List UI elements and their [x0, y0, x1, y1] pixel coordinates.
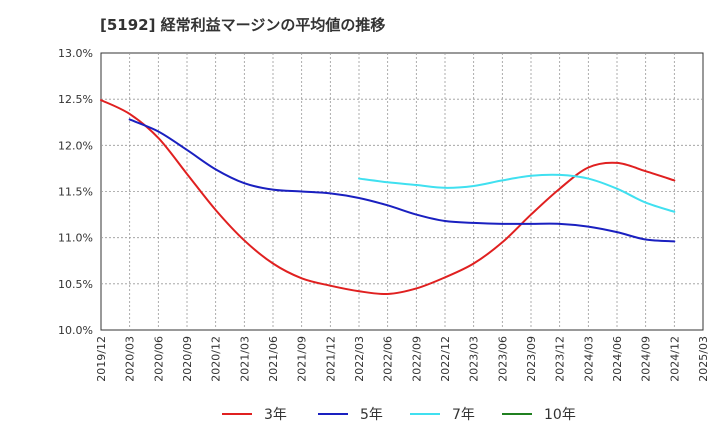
x-tick-label: 2024/06	[611, 336, 624, 382]
x-tick-label: 2020/12	[210, 336, 223, 382]
x-tick-label: 2022/09	[410, 336, 423, 382]
y-tick-label: 10.0%	[58, 324, 93, 337]
legend: 3年 5年 7年 10年	[222, 407, 576, 423]
series-layer	[100, 99, 676, 296]
grid-layer	[100, 52, 704, 331]
y-tick-label: 12.0%	[58, 139, 93, 152]
x-tick-label: 2022/12	[439, 336, 452, 382]
y-tick-label: 11.5%	[58, 186, 93, 199]
x-tick-label: 2021/06	[267, 336, 280, 382]
y-tick-label: 13.0%	[58, 47, 93, 60]
legend-label-1: 3年	[264, 407, 287, 423]
y-tick-label: 12.5%	[58, 93, 93, 106]
x-tick-label: 2023/09	[525, 336, 538, 382]
series-line-3	[358, 173, 676, 213]
x-tick-label: 2021/03	[238, 336, 251, 382]
x-tick-label: 2020/03	[124, 336, 137, 382]
x-tick-label: 2022/06	[382, 336, 395, 382]
x-tick-label: 2019/12	[95, 336, 108, 382]
legend-label-4: 10年	[544, 407, 576, 423]
x-tick-label: 2023/06	[496, 336, 509, 382]
y-tick-label: 10.5%	[58, 278, 93, 291]
x-tick-label: 2021/09	[296, 336, 309, 382]
legend-label-3: 7年	[452, 407, 475, 423]
chart-title: [5192] 経常利益マージンの平均値の推移	[100, 16, 386, 34]
x-tick-label: 2025/03	[697, 336, 710, 382]
x-tick-label: 2024/12	[668, 336, 681, 382]
x-tick-label: 2020/09	[181, 336, 194, 382]
x-tick-label: 2024/09	[640, 336, 653, 382]
y-tick-label: 11.0%	[58, 232, 93, 245]
axis-layer: 10.0% 10.5% 11.0% 11.5% 12.0% 12.5% 13.0% 2019/…	[58, 47, 710, 382]
x-tick-label: 2023/12	[554, 336, 567, 382]
series-line-2	[128, 118, 676, 243]
x-tick-label: 2020/06	[152, 336, 165, 382]
x-tick-label: 2024/03	[582, 336, 595, 382]
x-tick-label: 2021/12	[324, 336, 337, 382]
series-line-1	[100, 99, 676, 296]
x-tick-label: 2023/03	[468, 336, 481, 382]
x-tick-label: 2022/03	[353, 336, 366, 382]
legend-label-2: 5年	[360, 407, 383, 423]
